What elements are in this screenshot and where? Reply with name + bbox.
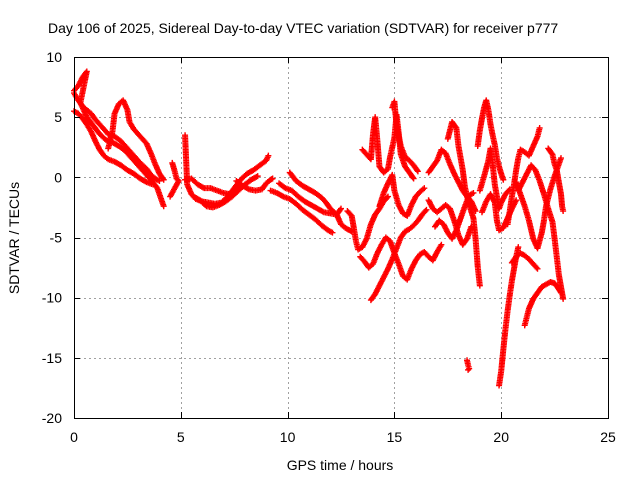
series-arc-3 — [71, 108, 157, 188]
y-tick-label: 0 — [54, 169, 62, 185]
data-point — [421, 185, 428, 192]
series-arc-10 — [267, 187, 336, 236]
data-point — [423, 206, 430, 213]
data-point — [548, 150, 555, 157]
series-arc-12 — [286, 169, 355, 235]
data-point — [156, 177, 163, 184]
x-axis-title: GPS time / hours — [287, 457, 394, 473]
series-arc-14 — [367, 206, 430, 304]
chart-title: Day 106 of 2025, Sidereal Day-to-day VTE… — [48, 20, 558, 36]
data-point — [476, 282, 483, 289]
data-point — [253, 173, 260, 180]
data-point — [319, 208, 326, 215]
y-tick-label: -10 — [42, 290, 62, 306]
data-point — [414, 167, 421, 174]
data-point — [244, 185, 251, 192]
data-point — [557, 288, 564, 295]
y-tick-label: -5 — [50, 230, 63, 246]
data-point — [167, 193, 174, 200]
data-point — [500, 176, 507, 183]
series-arc-27 — [496, 244, 522, 389]
y-axis-title: SDTVAR / TECUs — [6, 182, 22, 294]
series-arc-29 — [508, 250, 541, 272]
y-axis: -20 -15 -10 -5 0 5 10 — [42, 49, 608, 426]
series-arc-20 — [425, 197, 475, 248]
data-point — [422, 208, 429, 215]
series-arc-18 — [389, 98, 421, 175]
data-point — [337, 206, 344, 213]
data-point — [515, 244, 522, 251]
x-tick-label: 15 — [387, 429, 403, 445]
x-tick-label: 0 — [70, 429, 78, 445]
x-tick-label: 10 — [280, 429, 296, 445]
series-arc-24 — [474, 97, 507, 183]
data-point — [254, 173, 261, 180]
data-point — [159, 175, 166, 182]
series-arc-23 — [464, 357, 473, 373]
y-tick-label: 5 — [54, 109, 62, 125]
data-point — [265, 152, 272, 159]
data-point — [338, 205, 344, 212]
y-tick-label: 10 — [46, 49, 62, 65]
series-arc-4 — [105, 97, 167, 183]
series-arc-16 — [359, 111, 417, 182]
data-point — [533, 264, 540, 271]
x-axis: 0 5 10 15 20 25 — [70, 57, 616, 445]
data-point — [414, 168, 421, 175]
data-point — [558, 289, 565, 296]
series-arc-28 — [504, 124, 543, 228]
data-point — [438, 241, 445, 248]
data-point — [384, 193, 391, 200]
data-point — [200, 184, 207, 191]
y-tick-label: -20 — [42, 410, 62, 426]
data-point — [470, 189, 477, 196]
data-point — [150, 181, 157, 188]
series-arc-13 — [344, 193, 391, 253]
data-point — [269, 175, 276, 182]
data-point — [534, 265, 541, 272]
data-point — [160, 203, 167, 210]
data-point — [329, 229, 336, 236]
series-arc-9 — [233, 175, 276, 194]
x-tick-label: 5 — [177, 429, 185, 445]
data-point — [465, 366, 472, 373]
data-point — [410, 175, 417, 182]
series-arc-32 — [521, 279, 565, 329]
series-arc-33 — [545, 145, 567, 215]
x-tick-label: 25 — [600, 429, 616, 445]
series-arc-17 — [376, 171, 428, 219]
data-point — [560, 295, 567, 302]
x-tick-label: 20 — [493, 429, 509, 445]
data-point — [160, 176, 167, 183]
data-point — [452, 123, 459, 130]
series-arc-5 — [167, 159, 182, 200]
y-tick-label: -15 — [42, 350, 62, 366]
data-point — [560, 208, 567, 215]
series-arc-15 — [357, 234, 445, 283]
series-arc-22 — [444, 118, 483, 289]
data-marks — [71, 68, 567, 389]
grid — [74, 57, 608, 418]
data-point — [409, 174, 416, 181]
data-point — [466, 365, 473, 372]
data-point — [558, 155, 565, 162]
series-arc-31 — [515, 162, 567, 302]
series-arc-11 — [276, 180, 344, 218]
data-point — [536, 124, 543, 131]
